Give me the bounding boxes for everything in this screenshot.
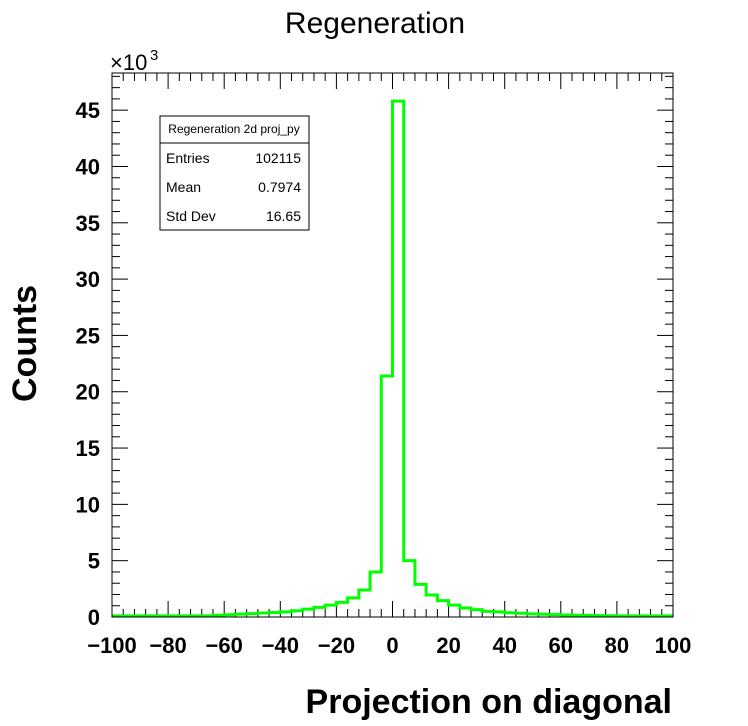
- stats-mean-value: 0.7974: [258, 179, 301, 195]
- y-tick-label: 10: [76, 492, 100, 517]
- stats-entries-value: 102115: [255, 150, 301, 166]
- x-tick-label: −60: [206, 633, 243, 658]
- y-tick-label: 20: [76, 380, 100, 405]
- y-tick-label: 40: [76, 154, 100, 179]
- x-tick-label: 60: [549, 633, 573, 658]
- stats-box-name: Regeneration 2d proj_py: [168, 122, 299, 136]
- x-tick-label: 40: [492, 633, 516, 658]
- x-tick-label: 0: [386, 633, 398, 658]
- stats-entries-label: Entries: [166, 150, 210, 166]
- y-tick-label: 25: [76, 323, 100, 348]
- y-tick-label: 30: [76, 267, 100, 292]
- y-tick-labels: 0 5 10 15 20 25 30 35 40 45: [76, 98, 100, 630]
- chart-title: Regeneration: [285, 7, 465, 40]
- y-tick-label: 5: [88, 549, 100, 574]
- axis-ticks: [111, 73, 674, 618]
- y-tick-label: 15: [76, 436, 100, 461]
- y-axis-title: Counts: [6, 285, 44, 402]
- stats-stddev-label: Std Dev: [166, 208, 216, 224]
- stats-mean-label: Mean: [166, 179, 201, 195]
- x-tick-label: 100: [655, 633, 692, 658]
- x-tick-label: 80: [605, 633, 629, 658]
- y-multiplier-base: ×10: [110, 50, 147, 75]
- plot-frame: [111, 72, 674, 618]
- stats-box-border: [159, 115, 310, 231]
- x-tick-label: −40: [262, 633, 299, 658]
- y-tick-label: 35: [76, 211, 100, 236]
- stats-stddev-value: 16.65: [266, 208, 301, 224]
- y-tick-label: 45: [76, 98, 100, 123]
- x-tick-label: −100: [87, 633, 137, 658]
- y-multiplier-exponent: 3: [150, 47, 158, 64]
- histogram-series-line: [112, 99, 673, 618]
- x-axis-title: Projection on diagonal: [306, 683, 672, 721]
- x-tick-labels: −100 −80 −60 −40 −20 0 20 40 60 80 100: [87, 633, 691, 658]
- y-multiplier: ×10 3: [110, 47, 158, 75]
- x-tick-label: −20: [318, 633, 355, 658]
- x-tick-label: 20: [436, 633, 460, 658]
- stats-box: Regeneration 2d proj_py Entries 102115 M…: [159, 115, 310, 231]
- x-tick-label: −80: [149, 633, 186, 658]
- y-tick-label: 0: [88, 605, 100, 630]
